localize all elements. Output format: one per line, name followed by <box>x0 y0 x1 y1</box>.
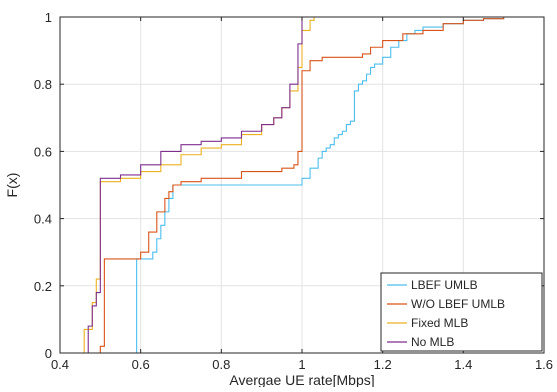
y-tick-label: 0 <box>45 346 52 361</box>
y-tick-label: 0.4 <box>34 212 52 227</box>
y-tick-label: 0.2 <box>34 279 52 294</box>
series-line-4 <box>80 17 303 354</box>
legend: LBEF UMLB W/O LBEF UMLB Fixed MLB No MLB <box>380 272 543 352</box>
x-tick-label: 0.4 <box>51 357 69 372</box>
x-tick-label: 0.6 <box>132 357 150 372</box>
y-tick-label: 1 <box>45 10 52 25</box>
x-tick-label: 1.2 <box>374 357 392 372</box>
y-tick-label: 0.8 <box>34 77 52 92</box>
x-tick-label: 1 <box>298 357 305 372</box>
x-tick-label: 1.4 <box>454 357 472 372</box>
series-line-2 <box>96 16 524 354</box>
x-tick-label: 1.6 <box>535 357 553 372</box>
y-tick-label: 0.6 <box>34 144 52 159</box>
ticks: 0.4 0.6 0.8 1 1.2 1.4 1.6 0 0.2 0.4 0.6 0.8 1 <box>34 10 553 372</box>
legend-label-2: W/O LBEF UMLB <box>411 297 505 311</box>
x-tick-label: 0.8 <box>212 357 230 372</box>
legend-label-3: Fixed MLB <box>411 316 468 330</box>
legend-box <box>380 272 543 352</box>
y-axis-label: F(x) <box>4 173 20 198</box>
legend-label-4: No MLB <box>411 335 454 349</box>
x-axis-label: Avergae UE rate[Mbps] <box>229 372 374 387</box>
series-lines <box>76 16 524 354</box>
legend-label-1: LBEF UMLB <box>411 278 478 292</box>
